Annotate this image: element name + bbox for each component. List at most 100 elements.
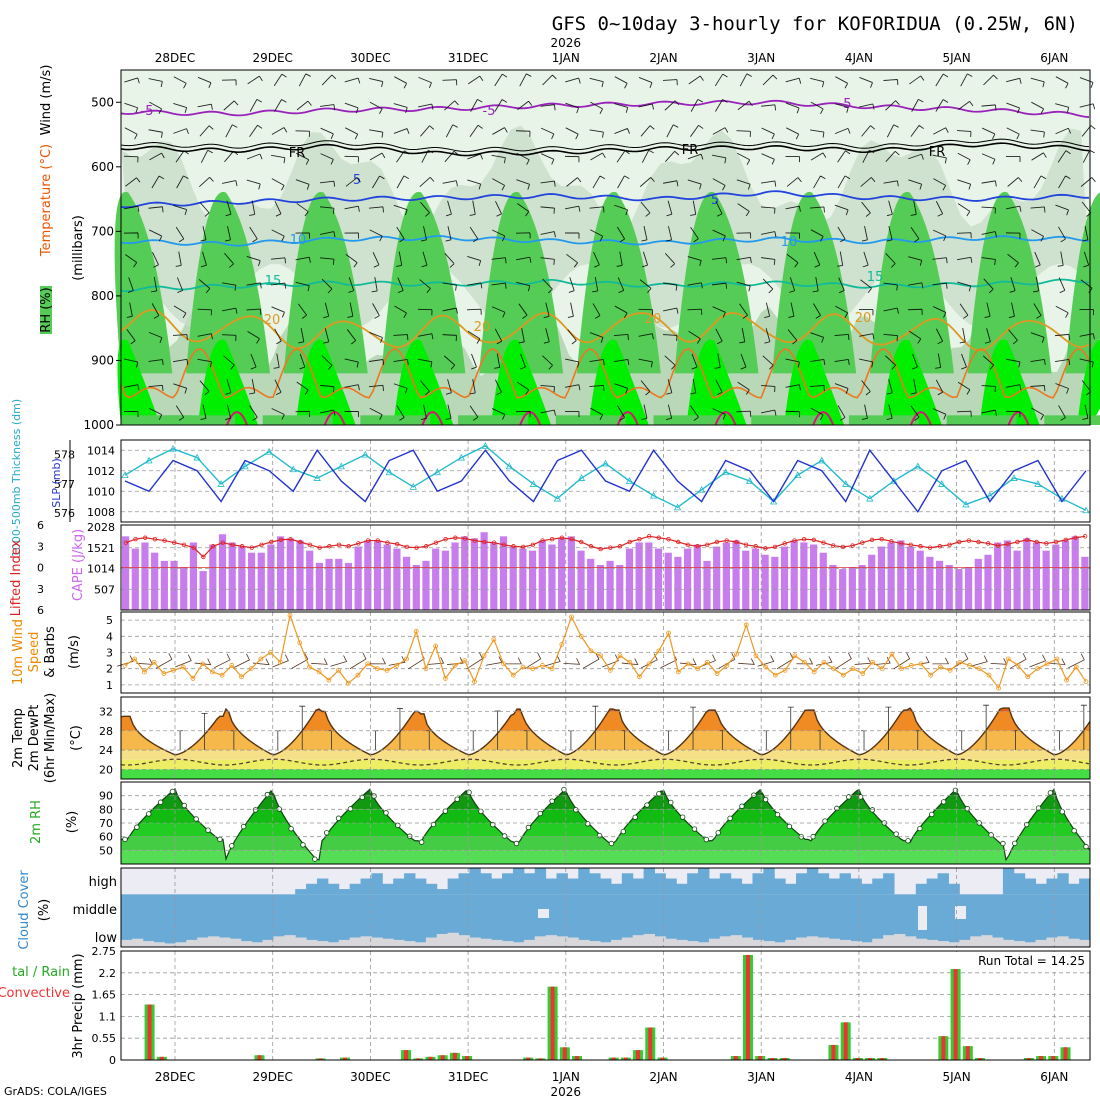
rh-plume — [979, 339, 1040, 425]
temp-frame — [120, 696, 1091, 780]
cloud-high-bar — [1002, 868, 1015, 895]
cape-bar — [713, 546, 721, 610]
date-label-bottom: 5JAN — [943, 1070, 971, 1084]
cloud-frame — [120, 867, 1091, 948]
rh-marker — [122, 836, 128, 843]
wind-speed-marker — [724, 663, 730, 668]
cloud-low-bar — [828, 938, 841, 947]
precip-convective-bar — [611, 1057, 616, 1060]
date-label-top: 1JAN — [552, 51, 580, 65]
minmax-whisker — [177, 730, 184, 751]
rh-marker — [596, 832, 603, 839]
cloud-low-bar — [970, 936, 982, 947]
cloud-low-bar — [512, 942, 525, 947]
rh-marker — [407, 833, 413, 839]
ytick-label-rh: 50 — [99, 844, 113, 857]
date-label-bottom: 1JAN — [552, 1070, 580, 1084]
thickness-marker — [481, 442, 490, 449]
cloud-high-bar — [458, 873, 470, 895]
rh-marker — [1000, 840, 1006, 847]
cloud-high-bar — [643, 868, 655, 895]
thickness-marker — [818, 456, 826, 464]
wind-speed-marker — [365, 661, 371, 667]
temp-ground-band — [121, 769, 1090, 779]
rh-marker — [549, 798, 555, 804]
rh-line — [120, 787, 1091, 862]
wind-speed-marker — [840, 672, 846, 678]
precip-convective-bar — [843, 1022, 848, 1060]
rh-marker — [537, 810, 543, 817]
precip-convective-bar — [428, 1056, 433, 1060]
cape-bar — [994, 542, 1002, 610]
rh-marker — [656, 791, 662, 797]
cloud-high-bar — [306, 883, 318, 895]
wind-speed-marker — [772, 672, 778, 678]
ytick-label-precip: 2.2 — [99, 967, 117, 980]
cloud-low-bar — [360, 936, 372, 947]
rh-area-group — [121, 788, 1090, 864]
wind-speed-marker — [889, 651, 895, 657]
rh-marker — [620, 828, 626, 835]
precip-convective-bar — [342, 1057, 347, 1060]
cloud-high-bar — [425, 883, 438, 895]
wind-speed-marker — [782, 667, 788, 673]
precip-convective-bar — [465, 1056, 470, 1060]
ytick-label-precip: 0 — [109, 1054, 116, 1067]
wind-speed-marker — [860, 671, 866, 676]
wind-speed-marker — [802, 659, 807, 665]
precip-convective-bar — [159, 1056, 164, 1060]
temp-level-band — [121, 708, 1090, 712]
cape-bar — [354, 546, 362, 610]
wind-speed-marker — [1025, 674, 1031, 680]
cape-bar — [286, 538, 294, 610]
wind-speed-marker — [607, 667, 613, 673]
cape-bar — [373, 540, 382, 610]
rh-marker — [240, 823, 247, 830]
date-label-bottom: 4JAN — [845, 1070, 873, 1084]
precip-convective-bar — [880, 1058, 885, 1060]
ytick-label-pressure: 700 — [91, 224, 114, 238]
cloud-low-bar — [578, 939, 590, 947]
rh-lowband — [458, 415, 529, 425]
cloud-high-bar — [512, 868, 525, 895]
cape-bar — [1052, 544, 1060, 610]
cloud-low-bar — [447, 932, 460, 947]
cloud-high-bar — [545, 878, 558, 895]
wind-speed-marker — [685, 661, 691, 667]
cloud-low-bar — [153, 942, 166, 947]
precip-convective-bar — [147, 1004, 152, 1060]
cloud-low-bar — [1024, 942, 1037, 947]
cloud-low-bar — [295, 937, 307, 947]
ytick-label-precip: 0.55 — [92, 1032, 117, 1045]
ytick-label-thickness: 576 — [54, 507, 75, 520]
cloud-high-bar — [632, 878, 645, 895]
cape-bar — [751, 548, 760, 610]
contour-label: -5 — [483, 104, 496, 119]
cape-bar — [722, 542, 730, 610]
cloud-low-bar — [393, 939, 405, 947]
ylabel-cloud-cover: Cloud Cover — [17, 870, 32, 950]
cape-bar — [897, 540, 905, 610]
cloud-high-bar — [480, 873, 492, 895]
minmax-whisker — [274, 730, 281, 751]
ytick-label-slp: 1014 — [87, 444, 115, 457]
ylabel-slp: SLP (mb) — [50, 458, 63, 508]
precip-convective-bar — [550, 986, 555, 1060]
wind-speed-marker — [617, 653, 623, 659]
cloud-high-bar — [861, 883, 873, 895]
ytick-label-slp: 1008 — [87, 506, 115, 519]
cloud-high-bar — [610, 883, 623, 895]
cloud-high-bar — [774, 878, 786, 895]
ytick-label-wind: 2 — [106, 663, 113, 676]
cloud-low-bar — [1046, 937, 1058, 947]
cloud-low-bar — [371, 937, 383, 947]
cape-bar — [965, 567, 973, 610]
cape-bar — [1042, 550, 1050, 610]
cape-bar — [558, 538, 566, 610]
rh-marker — [703, 836, 710, 843]
cape-frame — [120, 524, 1091, 611]
ytick-label-temp: 28 — [99, 725, 113, 738]
precip-convective-bar — [575, 1056, 580, 1060]
rh-marker — [1012, 840, 1018, 847]
wind-speed-marker — [423, 666, 429, 672]
